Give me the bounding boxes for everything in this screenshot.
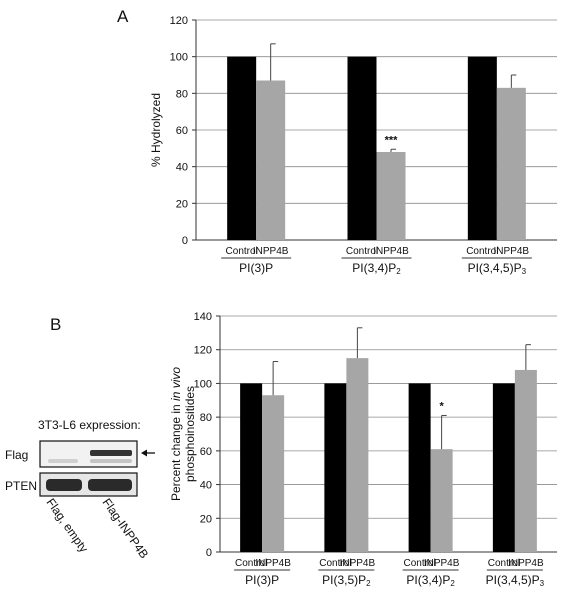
blot-lane-label: Flag-INPP4B [100, 496, 152, 561]
panel-b-significance-marker: * [439, 400, 444, 412]
panel-b-bar-control [408, 383, 431, 552]
panel-a-y-tick-label: 120 [170, 15, 188, 27]
panel-b-group-label: PI(3)P [245, 573, 279, 587]
panel-a-letter: A [117, 7, 129, 26]
panel-b-y-tick-label: 40 [200, 480, 212, 492]
panel-b-category-label: Control [235, 558, 267, 569]
panel-b-category-label: Control [319, 558, 351, 569]
text-part: PI(3,5)P [322, 573, 366, 587]
panel-b-y-tick-label: 20 [200, 513, 212, 525]
panel-b-category-label: INPP4B [508, 558, 544, 569]
panel-b-bar-inpp4b [346, 358, 369, 552]
text-part: 3 [522, 267, 527, 276]
text-part: PI(3,4)P [352, 261, 396, 275]
panel-b-bar-control [324, 383, 347, 552]
panel-b-category-label: INPP4B [255, 558, 291, 569]
panel-a-category-label: INPP4B [373, 246, 409, 257]
blot-band-flag-inpp4b-lower [90, 459, 132, 463]
panel-a-y-tick-label: 40 [176, 162, 188, 174]
western-blot: 3T3-L6 expression: Flag PTEN Flag, empty Fla… [5, 418, 155, 561]
panel-b-y-tick-label: 140 [194, 311, 212, 323]
text-part: PI(3,4,5)P [486, 573, 540, 587]
panel-a-y-tick-label: 100 [170, 52, 188, 64]
text-part: 2 [396, 267, 401, 276]
blot-row-label: PTEN [5, 479, 37, 493]
panel-b-y-tick-label: 0 [206, 547, 212, 559]
panel-a-y-tick-label: 60 [176, 125, 188, 137]
panel-b-group-label: PI(3,4,5)P3 [486, 573, 545, 588]
panel-a-y-tick-label: 80 [176, 88, 188, 100]
text-part: Percent change in [169, 401, 183, 501]
panel-b-y-tick-label: 100 [194, 378, 212, 390]
panel-b-category-label: INPP4B [424, 558, 460, 569]
panel-b-category-label: Control [488, 558, 520, 569]
text-part: 2 [366, 579, 371, 588]
panel-a-bar-inpp4b [496, 87, 526, 240]
panel-b-category-label: Control [404, 558, 436, 569]
panel-a-bar-control [347, 56, 377, 240]
blot-band-flag-empty [48, 459, 78, 463]
panel-a-category-label: Control [466, 246, 498, 257]
panel-b-y-tick-label: 120 [194, 345, 212, 357]
panel-a-y-axis-title: % Hydrolyzed [149, 93, 163, 167]
panel-a-bar-control [227, 56, 257, 240]
panel-b-bar-inpp4b [514, 369, 537, 552]
panel-a-y-tick-label: 0 [182, 235, 188, 247]
panel-b-bar-control [492, 383, 515, 552]
blot-arrow-head-icon [141, 449, 147, 457]
panel-b-chart: 020406080100120140ControlINPP4BPI(3)PCon… [194, 311, 557, 588]
panel-b-bar-inpp4b [430, 449, 453, 552]
panel-a-group-label: PI(3,4,5)P3 [468, 261, 527, 276]
panel-a-group-label: PI(3)P [239, 261, 273, 275]
panel-a-category-label: Control [346, 246, 378, 257]
panel-b-y-axis-title: Percent change in in vivo [169, 367, 183, 501]
panel-a-group-label: PI(3,4)P2 [352, 261, 401, 276]
blot-band-pten-empty [46, 479, 82, 491]
text-part: PI(3)P [245, 573, 279, 587]
panel-b-y-axis-title-line2: phosphoinositides [183, 386, 197, 482]
text-part: 2 [450, 579, 455, 588]
panel-b-bar-control [240, 383, 263, 552]
panel-b-group-label: PI(3,5)P2 [322, 573, 371, 588]
panel-b-letter: B [50, 315, 61, 334]
panel-b-category-label: INPP4B [340, 558, 376, 569]
text-part: in vivo [169, 367, 183, 401]
blot-row-label: Flag [5, 448, 28, 462]
panel-b-y-tick-label: 60 [200, 446, 212, 458]
text-part: PI(3)P [239, 261, 273, 275]
blot-lane-label: Flag, empty [44, 496, 91, 555]
panel-a-significance-marker: *** [385, 134, 399, 146]
blot-title: 3T3-L6 expression: [38, 418, 141, 432]
panel-a-category-label: INPP4B [494, 246, 530, 257]
text-part: PI(3,4)P [406, 573, 450, 587]
panel-b-y-tick-label: 80 [200, 412, 212, 424]
panel-a-chart: 020406080100120ControlINPP4BPI(3)PContro… [170, 15, 557, 276]
blot-band-pten-inpp4b [88, 479, 132, 491]
panel-a-category-label: INPP4B [253, 246, 289, 257]
panel-a-bar-control [467, 56, 497, 240]
text-part: PI(3,4,5)P [468, 261, 522, 275]
panel-b-group-label: PI(3,4)P2 [406, 573, 455, 588]
panel-a-bar-inpp4b [376, 152, 406, 240]
text-part: 3 [540, 579, 545, 588]
panel-a-y-tick-label: 20 [176, 198, 188, 210]
panel-a-category-label: Control [226, 246, 258, 257]
panel-b-bar-inpp4b [262, 395, 285, 552]
panel-a-bar-inpp4b [256, 80, 286, 240]
blot-band-flag-inpp4b [90, 450, 132, 456]
